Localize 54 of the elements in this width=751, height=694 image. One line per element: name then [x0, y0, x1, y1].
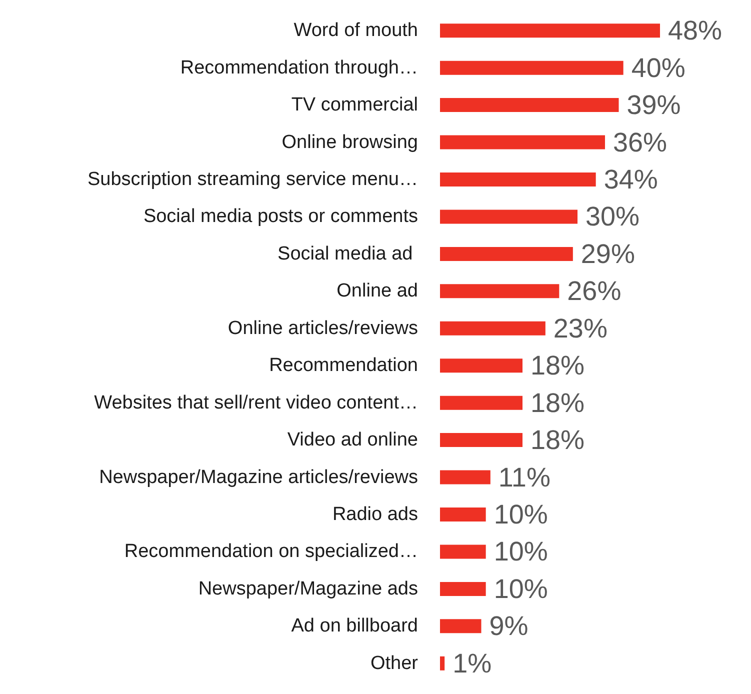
y-tick-label: Radio ads	[332, 504, 418, 525]
data-label: 34%	[604, 164, 658, 194]
y-tick-label: TV commercial	[291, 94, 418, 116]
data-label: 18%	[530, 425, 585, 456]
bar	[440, 98, 619, 112]
data-label: 39%	[626, 90, 681, 120]
y-tick-label: Ad on billboard	[291, 616, 418, 637]
y-tick-label: Social media posts or comments	[143, 206, 418, 228]
data-label: 18%	[530, 388, 585, 418]
y-tick-label: Word of mouth	[294, 20, 418, 42]
bar	[440, 396, 522, 410]
bar	[440, 172, 596, 186]
bar	[440, 544, 486, 559]
y-tick-label: Online ad	[336, 280, 418, 302]
data-label: 26%	[567, 276, 622, 306]
bar	[440, 470, 490, 484]
y-tick-label: Social media ad	[278, 243, 418, 264]
data-label: 23%	[553, 313, 608, 344]
bar	[440, 246, 573, 261]
bar	[440, 60, 624, 75]
bar	[440, 433, 522, 448]
y-tick-label: Newspaper/Magazine articles/reviews	[99, 466, 418, 488]
data-label: 36%	[613, 127, 668, 158]
data-label: 40%	[631, 52, 686, 83]
y-tick-label: Subscription streaming service menu…	[87, 169, 418, 190]
data-label: 11%	[498, 462, 550, 492]
bar	[440, 321, 546, 336]
bar	[440, 135, 605, 150]
data-label: 10%	[494, 574, 548, 604]
data-label: 10%	[494, 536, 548, 567]
data-label: 18%	[530, 350, 585, 381]
y-tick-label: Video ad online	[287, 430, 418, 451]
bar	[440, 210, 578, 224]
data-label: 48%	[668, 16, 722, 46]
data-label: 9%	[489, 611, 528, 642]
bar	[440, 656, 445, 670]
bar	[440, 582, 486, 596]
bar	[440, 284, 560, 298]
y-tick-label: Online articles/reviews	[228, 318, 418, 339]
y-tick-label: Websites that sell/rent video content…	[94, 392, 418, 414]
y-tick-label: Online browsing	[282, 132, 418, 153]
data-label: 1%	[452, 648, 492, 678]
bar	[440, 358, 522, 373]
y-tick-label: Recommendation	[269, 355, 418, 376]
data-label: 10%	[494, 500, 548, 530]
y-tick-label: Other	[370, 652, 419, 674]
bar	[440, 619, 482, 634]
data-label: 30%	[586, 202, 640, 232]
y-tick-label: Recommendation on specialized…	[124, 541, 418, 562]
y-tick-label: Newspaper/Magazine ads	[198, 578, 418, 600]
data-label: 29%	[580, 238, 635, 269]
y-tick-label: Recommendation through…	[180, 57, 418, 78]
bar	[440, 24, 660, 38]
bar	[440, 508, 486, 522]
